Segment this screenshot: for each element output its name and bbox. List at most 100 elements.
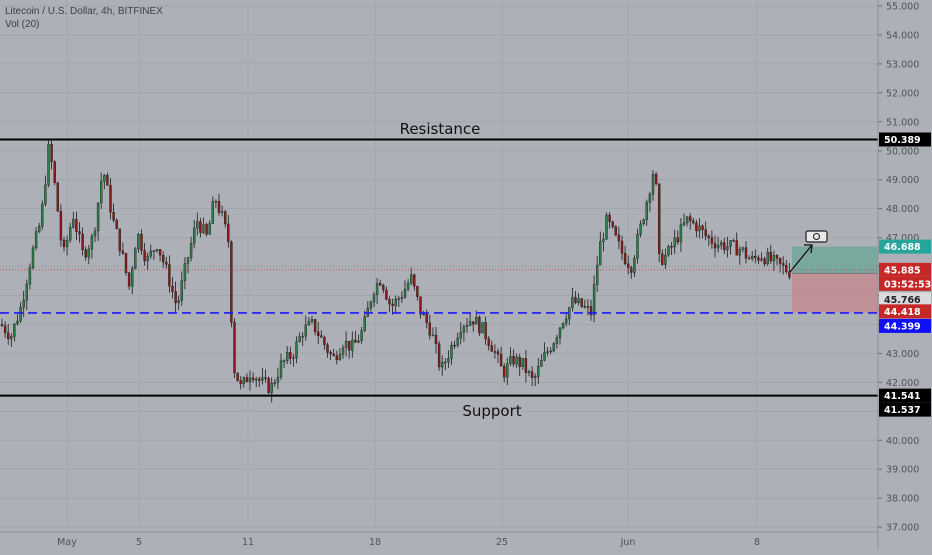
candle-body [72,219,75,228]
candle [220,205,224,217]
symbol-title: Litecoin / U.S. Dollar, 4h, BITFINEX [5,6,163,17]
candle-body [270,383,273,393]
candle-body [642,219,645,225]
trend-arrow [789,244,813,273]
candle-body [565,318,568,324]
candle-body [140,233,143,251]
candle [571,287,574,312]
candle-body [611,221,614,227]
candle-body [344,340,348,348]
candle-body [317,331,320,336]
price-tag-blue-level: 44.399 [879,318,931,333]
candle-body [84,249,87,258]
money-icon [805,230,828,243]
time-axis-label: 25 [496,537,508,548]
candle-body [732,240,735,242]
candle [233,318,236,379]
candle-body [279,360,283,378]
candle [614,225,617,237]
candle-body [313,319,317,333]
candle [493,344,497,359]
candle [267,376,270,395]
candle [78,222,81,243]
candle [583,299,586,309]
candle-body [472,321,475,325]
candle [366,300,369,318]
candle [59,204,63,247]
candle-body [354,339,357,343]
money-icon-bill [805,230,828,243]
candle-body [99,181,103,204]
candle [546,347,549,357]
price-axis-label: 49.000 [886,175,919,186]
candle-body [177,300,180,304]
candle [682,213,686,227]
candle-body [400,297,404,299]
candle [754,249,757,264]
candle-body [475,316,478,325]
price-axis-label: 39.000 [886,465,919,476]
candle [506,357,509,386]
candle-body [453,344,456,347]
candle [298,332,301,343]
price-tag-text: 46.688 [884,242,921,253]
candle [230,240,233,328]
candle-body [326,344,329,353]
time-axis-label: 11 [242,537,254,548]
candle [388,296,391,313]
candle [661,249,664,266]
candle [738,246,741,265]
candle [130,265,134,295]
price-axis-label: 43.000 [886,349,919,360]
price-tag-support-1: 41.541 [879,388,931,403]
candle-body [527,371,531,373]
candle-body [28,267,32,285]
candle-body [115,219,118,230]
candle [534,373,537,387]
candle-body [592,284,596,316]
candle [549,347,552,355]
candle-body [555,337,559,344]
candle-body [10,336,13,340]
candle [177,295,180,310]
candle [503,363,506,383]
candle [261,367,264,385]
candle [205,222,208,237]
candle [589,299,593,321]
candle [723,237,726,255]
candle [155,248,159,253]
candle-body [38,226,41,232]
candle [447,350,450,368]
price-axis-label: 42.000 [886,378,919,389]
candle-body [431,334,435,337]
candle-body [16,320,19,325]
candle [726,236,729,258]
candle-body [698,225,701,232]
candle [214,199,218,209]
candle [84,246,87,261]
candle [400,291,404,303]
candle [109,178,112,220]
candle-body [515,356,518,365]
candle-body [165,262,168,265]
candle-body [583,306,586,308]
candle [565,312,568,327]
candle [341,344,345,359]
candle [81,227,84,256]
candle-body [382,285,385,291]
candle [667,244,670,257]
candle [161,251,165,268]
candle-body [478,316,481,334]
price-tag-text: 41.541 [884,391,921,402]
candle [245,373,249,383]
candle-body [586,306,590,308]
candle [617,226,621,250]
candle-body [444,361,447,364]
candle [716,236,720,253]
candle-body [202,224,205,233]
candle-body [31,247,35,268]
time-axis-label: 8 [754,537,760,548]
candle-body [403,288,407,298]
